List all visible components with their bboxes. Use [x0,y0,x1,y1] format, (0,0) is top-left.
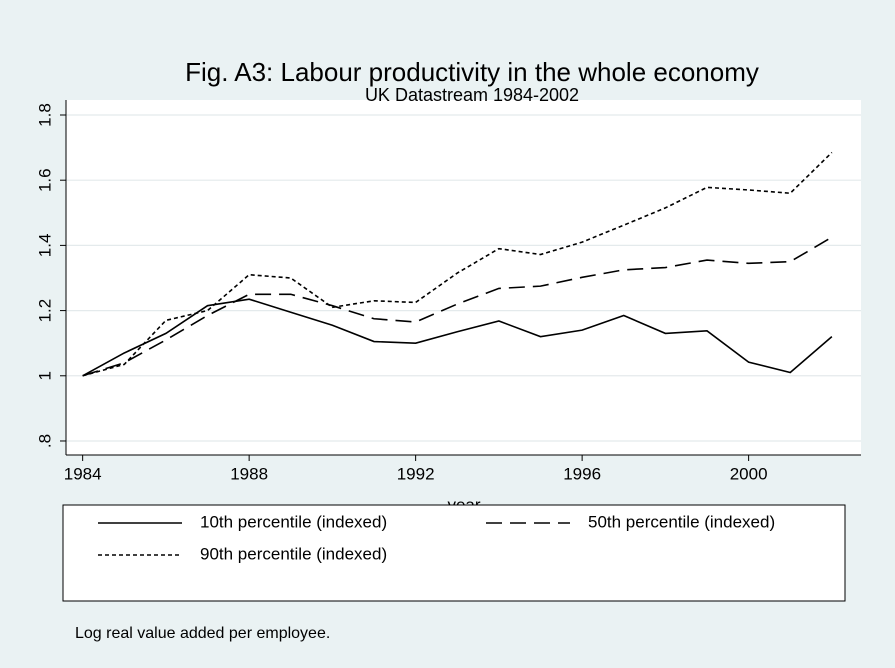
chart-title: Fig. A3: Labour productivity in the whol… [185,57,759,87]
legend [62,504,846,602]
y-tick-label: 1.2 [35,299,54,323]
y-tick-label: 1.4 [35,234,54,258]
x-tick-label: 1992 [397,464,435,483]
series-line [82,236,833,377]
series-line [82,298,833,377]
legend-label: 10th percentile (indexed) [200,512,387,531]
legend-label: 90th percentile (indexed) [200,544,387,563]
x-tick-label: 1988 [230,464,268,483]
legend-label: 50th percentile (indexed) [588,512,775,531]
series-line [82,151,833,377]
note: Log real value added per employee. [75,625,330,642]
chart-subtitle: UK Datastream 1984-2002 [365,85,579,105]
y-tick-label: 1 [35,371,54,380]
x-tick-label: 1996 [563,464,601,483]
x-tick-label: 2000 [730,464,768,483]
y-tick-label: .8 [35,434,54,448]
x-tick-label: 1984 [64,464,102,483]
plot-area [66,100,861,455]
y-tick-label: 1.8 [35,103,54,127]
y-tick-label: 1.6 [35,168,54,192]
